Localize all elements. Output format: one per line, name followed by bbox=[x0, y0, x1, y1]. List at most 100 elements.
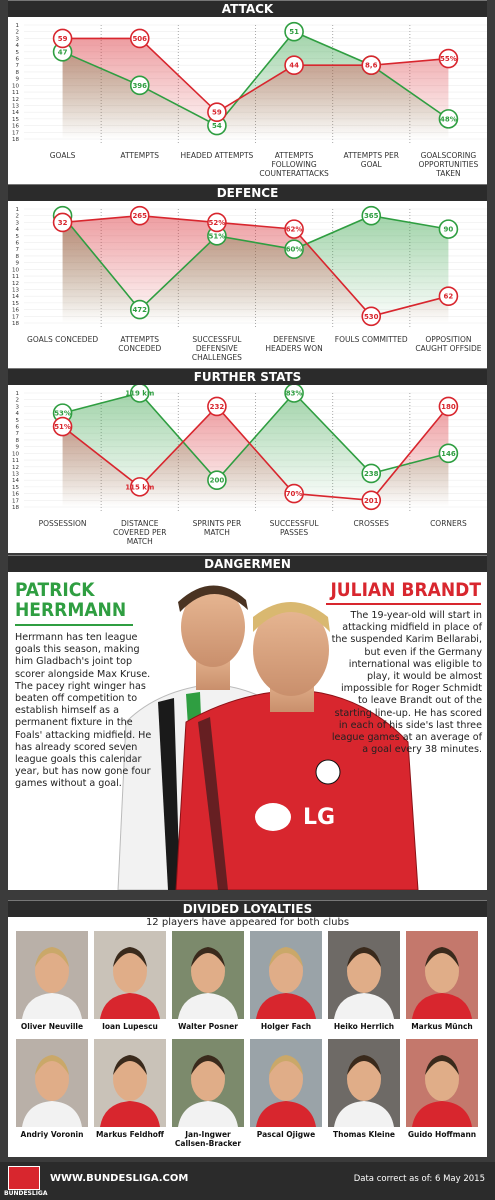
y-tick-label: 3 bbox=[16, 404, 20, 410]
point bbox=[284, 219, 304, 239]
footer-url: WWW.BUNDESLIGA.COM bbox=[50, 1173, 189, 1184]
shirt bbox=[178, 1101, 238, 1127]
y-tick-label: 17 bbox=[12, 314, 19, 320]
point bbox=[284, 239, 304, 260]
point bbox=[52, 416, 73, 437]
point bbox=[129, 299, 150, 320]
player-photo bbox=[250, 931, 322, 1019]
data-label: 180 bbox=[441, 403, 456, 411]
y-tick-label: 16 bbox=[12, 308, 19, 314]
y-tick-label: 4 bbox=[16, 227, 20, 233]
y-tick-label: 5 bbox=[16, 234, 20, 240]
y-tick-label: 4 bbox=[16, 411, 20, 417]
player-photo bbox=[172, 1039, 244, 1127]
player-name: Jan-Ingwer Callsen-Bracker bbox=[174, 1130, 242, 1148]
y-tick-label: 13 bbox=[12, 471, 19, 477]
chart: 1234567891011121314151617182347251%60%36… bbox=[12, 205, 487, 329]
face bbox=[269, 949, 303, 993]
category-label: OPPOSITION CAUGHT OFFSIDE bbox=[415, 335, 482, 353]
y-tick-label: 8 bbox=[16, 254, 20, 260]
y-tick-label: 16 bbox=[12, 124, 19, 130]
face bbox=[425, 1057, 459, 1101]
line bbox=[62, 37, 449, 114]
data-label: 201 bbox=[364, 497, 379, 505]
y-tick-label: 6 bbox=[16, 57, 20, 63]
data-label: 365 bbox=[364, 212, 379, 220]
data-label: 32 bbox=[58, 219, 68, 227]
category-label: CORNERS bbox=[430, 519, 467, 528]
point bbox=[284, 55, 304, 76]
category-label: FOULS COMMITTED bbox=[334, 335, 408, 344]
hair bbox=[35, 947, 69, 967]
line bbox=[62, 30, 449, 127]
player-art: LG bbox=[117, 585, 419, 890]
point bbox=[438, 286, 459, 306]
data-label: 506 bbox=[132, 35, 147, 43]
category-label: GOALS bbox=[49, 151, 76, 160]
player-bio: The 19-year-old will start in attacking … bbox=[331, 610, 482, 756]
category-label: ATTEMPTS FOLLOWING COUNTERATTACKS bbox=[259, 151, 329, 178]
y-tick-label: 6 bbox=[16, 241, 20, 247]
data-label: 119 km bbox=[125, 390, 154, 398]
shirt bbox=[256, 993, 316, 1019]
point bbox=[438, 443, 459, 464]
face bbox=[425, 949, 459, 993]
data-label: 8,6 bbox=[365, 62, 378, 70]
category-label: CROSSES bbox=[353, 519, 389, 528]
data-label: 232 bbox=[210, 403, 225, 411]
section-header: DANGERMEN bbox=[8, 555, 487, 572]
y-tick-label: 5 bbox=[16, 418, 20, 424]
point bbox=[284, 385, 304, 403]
hair bbox=[113, 1055, 147, 1075]
point bbox=[438, 396, 459, 417]
face bbox=[113, 1057, 147, 1101]
point bbox=[52, 212, 73, 233]
category-label: GOALSCORING OPPORTUNITIES TAKEN bbox=[418, 151, 479, 178]
shirt bbox=[412, 1101, 472, 1127]
shirt bbox=[22, 993, 82, 1019]
rule bbox=[326, 603, 481, 605]
data-label: 59 bbox=[212, 109, 222, 117]
category-label: SUCCESSFUL DEFENSIVE CHALLENGES bbox=[191, 335, 242, 362]
player-photo bbox=[94, 1039, 166, 1127]
y-tick-label: 12 bbox=[12, 465, 19, 471]
y-tick-label: 18 bbox=[12, 137, 19, 143]
dangermen-panel: LG PATRICK HERRMANN Herrmann has ten lea… bbox=[8, 572, 487, 890]
hair bbox=[191, 1055, 225, 1075]
shirt bbox=[334, 1101, 394, 1127]
y-tick-label: 13 bbox=[12, 103, 19, 109]
y-tick-label: 7 bbox=[16, 63, 20, 69]
shirt bbox=[412, 993, 472, 1019]
face bbox=[191, 1057, 225, 1101]
category-label: ATTEMPTS CONCEDED bbox=[118, 335, 162, 353]
line bbox=[62, 391, 449, 482]
data-label: 200 bbox=[210, 477, 225, 485]
player-name: Thomas Kleine bbox=[332, 1130, 396, 1139]
point bbox=[207, 470, 227, 490]
y-tick-label: 5 bbox=[16, 50, 20, 56]
y-tick-label: 14 bbox=[12, 294, 19, 300]
y-tick-label: 17 bbox=[12, 130, 19, 136]
player-name: Pascal Ojigwe bbox=[256, 1130, 316, 1139]
player-photo bbox=[406, 931, 478, 1019]
y-tick-label: 8 bbox=[16, 70, 20, 76]
hair bbox=[269, 1055, 303, 1075]
data-label: 238 bbox=[364, 470, 379, 478]
logo-text: BUNDESLIGA bbox=[4, 1190, 48, 1197]
category-label: DISTANCE COVERED PER MATCH bbox=[113, 519, 167, 546]
line bbox=[62, 405, 450, 502]
player-name: Ioan Lupescu bbox=[102, 1022, 158, 1031]
point bbox=[284, 483, 304, 504]
face bbox=[269, 1057, 303, 1101]
rule bbox=[15, 624, 133, 626]
data-label: 62 bbox=[444, 293, 454, 301]
player-photo bbox=[16, 931, 88, 1019]
player-name: Andriy Voronin bbox=[20, 1130, 84, 1139]
y-tick-label: 1 bbox=[16, 23, 20, 29]
point bbox=[361, 205, 382, 226]
svg-text:LG: LG bbox=[303, 805, 335, 830]
y-tick-label: 13 bbox=[12, 287, 19, 293]
y-tick-label: 9 bbox=[16, 261, 20, 267]
